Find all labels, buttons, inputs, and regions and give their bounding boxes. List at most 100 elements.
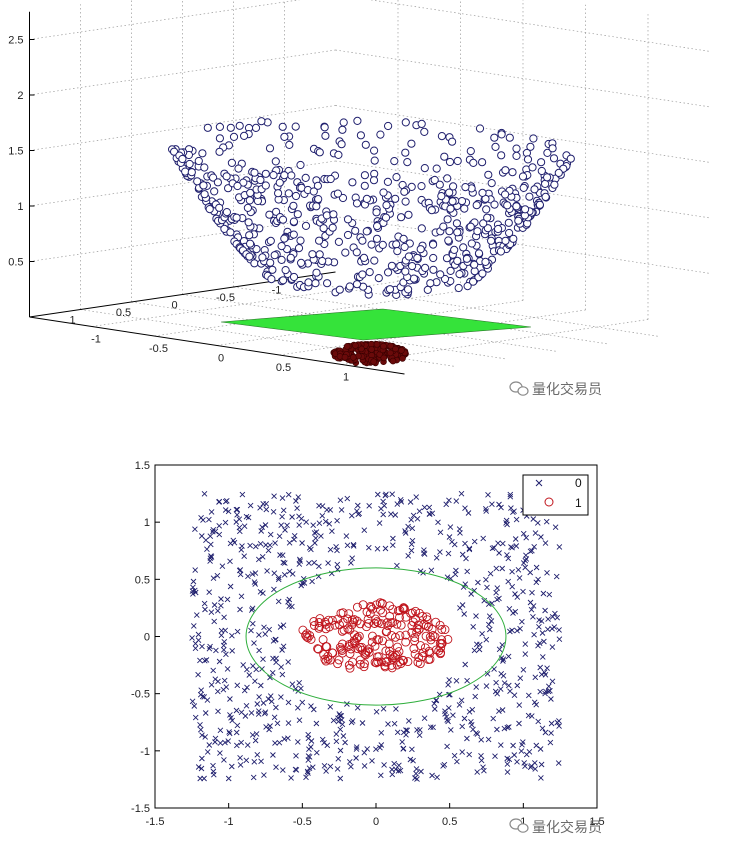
data-point-class-0 bbox=[554, 614, 561, 621]
data-point-class-0 bbox=[323, 279, 332, 288]
data-point-class-0 bbox=[444, 743, 450, 750]
data-point-class-0 bbox=[238, 546, 245, 553]
data-point-class-0 bbox=[497, 686, 504, 692]
x-tick-label: 0 bbox=[218, 353, 224, 365]
data-point-class-0 bbox=[291, 191, 301, 201]
data-point-class-0 bbox=[312, 202, 321, 211]
data-point-class-0 bbox=[306, 754, 313, 760]
data-point-class-0 bbox=[512, 591, 518, 597]
data-point-class-1 bbox=[390, 632, 400, 642]
data-point-class-1 bbox=[418, 652, 427, 661]
data-point-class-0 bbox=[494, 585, 501, 591]
data-point-class-1 bbox=[318, 635, 328, 645]
data-point-class-0 bbox=[316, 563, 322, 570]
data-point-class-1 bbox=[419, 620, 429, 630]
data-point-class-0 bbox=[241, 687, 248, 694]
data-point-class-0 bbox=[392, 512, 399, 518]
data-point-class-0 bbox=[500, 658, 506, 664]
data-point-class-0 bbox=[344, 495, 351, 502]
data-point-class-0 bbox=[225, 508, 232, 515]
data-point-class-0 bbox=[202, 606, 208, 613]
data-point-class-0 bbox=[198, 687, 205, 694]
data-point-class-0 bbox=[532, 530, 539, 536]
data-point-class-0 bbox=[227, 583, 234, 590]
data-point-class-0 bbox=[549, 678, 556, 685]
chart-3d-series-class-0 bbox=[168, 116, 575, 299]
data-point-class-0 bbox=[362, 227, 371, 236]
data-point-class-0 bbox=[254, 751, 261, 758]
x-tick-label: 0 bbox=[373, 816, 379, 828]
data-point-class-0 bbox=[441, 761, 448, 768]
data-point-class-0 bbox=[483, 508, 490, 514]
data-point-class-0 bbox=[494, 726, 500, 733]
data-point-class-0 bbox=[503, 201, 512, 210]
data-point-class-0 bbox=[466, 708, 473, 715]
data-point-class-1 bbox=[401, 637, 411, 647]
y-tick-label: 0.5 bbox=[135, 574, 150, 586]
data-point-class-0 bbox=[523, 751, 530, 758]
grid-line bbox=[335, 160, 711, 219]
grid-line bbox=[131, 301, 507, 360]
data-point-class-0 bbox=[345, 282, 354, 291]
data-point-class-0 bbox=[481, 767, 487, 774]
data-point-class-0 bbox=[233, 729, 240, 736]
data-point-class-0 bbox=[552, 524, 559, 531]
data-point-class-0 bbox=[474, 769, 481, 775]
data-point-class-0 bbox=[394, 729, 401, 736]
data-point-class-0 bbox=[238, 593, 245, 600]
data-point-class-1 bbox=[413, 657, 423, 667]
data-point-class-0 bbox=[306, 746, 312, 753]
data-point-class-0 bbox=[532, 766, 539, 772]
data-point-class-0 bbox=[516, 702, 523, 708]
data-point-class-0 bbox=[382, 545, 389, 552]
x-tick-label: 1 bbox=[520, 816, 526, 828]
data-point-class-1 bbox=[371, 614, 381, 624]
data-point-class-1 bbox=[370, 358, 378, 366]
data-point-class-1 bbox=[423, 622, 433, 632]
y-tick-label: -1 bbox=[272, 285, 282, 297]
data-point-class-0 bbox=[355, 511, 362, 518]
data-point-class-1 bbox=[431, 617, 441, 627]
data-point-class-0 bbox=[497, 151, 506, 160]
x-tick-label: -0.5 bbox=[293, 816, 312, 828]
data-point-class-0 bbox=[257, 504, 263, 511]
data-point-class-0 bbox=[546, 591, 553, 598]
data-point-class-0 bbox=[326, 520, 333, 527]
data-point-class-0 bbox=[217, 750, 223, 756]
data-point-class-0 bbox=[227, 158, 236, 167]
data-point-class-0 bbox=[233, 506, 240, 513]
data-point-class-0 bbox=[227, 696, 233, 702]
legend-box bbox=[522, 474, 589, 516]
data-point-class-0 bbox=[448, 197, 457, 206]
data-point-class-0 bbox=[408, 262, 417, 271]
data-point-class-0 bbox=[548, 696, 554, 702]
data-point-class-0 bbox=[496, 501, 502, 508]
data-point-class-0 bbox=[277, 624, 284, 630]
data-point-class-1 bbox=[352, 602, 362, 612]
data-point-class-0 bbox=[444, 236, 453, 245]
data-point-class-0 bbox=[252, 678, 258, 685]
data-point-class-0 bbox=[532, 674, 539, 681]
data-point-class-0 bbox=[209, 173, 218, 182]
data-point-class-0 bbox=[437, 132, 446, 141]
data-point-class-0 bbox=[224, 184, 233, 193]
data-point-class-0 bbox=[361, 763, 368, 769]
data-point-class-0 bbox=[333, 189, 342, 198]
data-point-class-1 bbox=[392, 345, 399, 353]
watermark-text: 量化交易员 bbox=[532, 819, 602, 836]
data-point-class-0 bbox=[207, 533, 214, 540]
data-point-class-0 bbox=[407, 139, 416, 148]
data-point-class-0 bbox=[321, 762, 328, 769]
data-point-class-0 bbox=[463, 555, 469, 562]
data-point-class-0 bbox=[226, 228, 235, 237]
data-point-class-0 bbox=[496, 550, 502, 556]
data-point-class-0 bbox=[270, 251, 279, 260]
data-point-class-0 bbox=[304, 278, 313, 287]
data-point-class-1 bbox=[425, 648, 435, 658]
data-point-class-0 bbox=[334, 766, 341, 772]
data-point-class-0 bbox=[328, 223, 337, 232]
data-point-class-0 bbox=[409, 274, 418, 283]
data-point-class-0 bbox=[248, 710, 255, 716]
data-point-class-0 bbox=[426, 504, 433, 511]
data-point-class-0 bbox=[216, 522, 223, 529]
